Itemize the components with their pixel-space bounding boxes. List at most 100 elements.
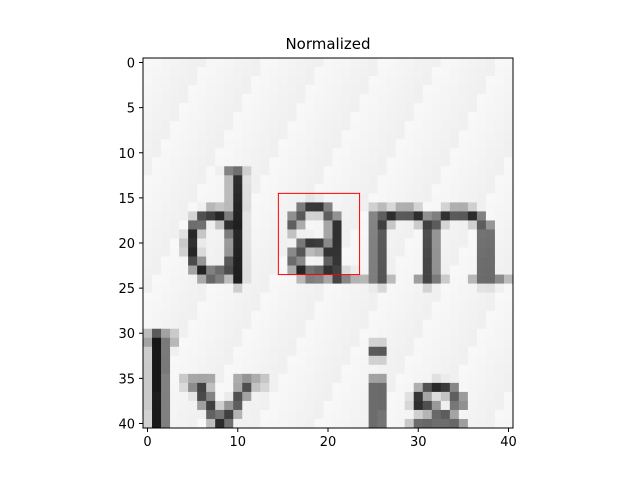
heatmap-cell [494,130,505,140]
heatmap-cell [260,373,270,384]
heatmap-cell [332,76,342,86]
heatmap-cell [467,58,478,68]
heatmap-cell [278,274,288,284]
heatmap-cell [476,76,487,86]
heatmap-cell [287,238,297,248]
heatmap-cell [143,103,153,113]
heatmap-cell [476,112,487,122]
heatmap-cell [386,418,396,428]
heatmap-cell [161,76,171,86]
heatmap-cell [332,382,342,393]
heatmap-cell [242,139,252,149]
heatmap-cell [449,337,460,348]
heatmap-cell [287,400,297,411]
heatmap-cell [233,274,243,284]
heatmap-cell [323,274,333,284]
heatmap-cell [278,175,288,185]
heatmap-cell [503,337,513,348]
heatmap-cell [161,382,171,393]
heatmap-cell [395,157,406,167]
heatmap-cell [251,175,261,185]
heatmap-cell [413,265,424,275]
heatmap-cell [305,202,315,212]
heatmap-cell [395,301,406,311]
heatmap-cell [170,220,180,230]
heatmap-cell [143,229,153,239]
heatmap-cell [341,67,351,77]
heatmap-cell [278,148,288,158]
heatmap-cell [368,229,378,239]
heatmap-cell [188,112,198,122]
heatmap-cell [413,193,424,203]
heatmap-cell [377,157,387,167]
heatmap-cell [395,274,406,284]
heatmap-cell [188,85,198,95]
heatmap-cell [476,409,487,420]
heatmap-cell [377,94,387,104]
heatmap-cell [206,67,216,77]
heatmap-cell [503,391,513,402]
heatmap-cell [251,130,261,140]
heatmap-cell [386,184,396,194]
heatmap-cell [305,76,315,86]
heatmap-cell [161,166,171,176]
heatmap-cell [377,166,387,176]
heatmap-cell [341,94,351,104]
heatmap-cell [197,139,207,149]
heatmap-cell [476,247,487,257]
heatmap-cell [467,202,478,212]
heatmap-cell [422,256,433,266]
heatmap-cell [260,292,270,302]
heatmap-cell [341,157,351,167]
heatmap-cell [431,148,442,158]
heatmap-cell [296,355,306,366]
heatmap-cell [377,247,387,257]
heatmap-cell [143,67,153,77]
heatmap-cell [278,193,288,203]
heatmap-cell [152,328,162,339]
heatmap-cell [161,229,171,239]
heatmap-cell [395,211,406,221]
heatmap-cell [251,256,261,266]
heatmap-cell [440,58,451,68]
heatmap-cell [332,238,342,248]
heatmap-cell [494,391,505,402]
heatmap-cell [305,319,315,330]
heatmap-cell [242,247,252,257]
heatmap-cell [215,265,225,275]
heatmap-cell [260,85,270,95]
heatmap-cell [152,157,162,167]
heatmap-cell [485,391,496,402]
heatmap-cell [440,373,451,384]
heatmap-cell [296,157,306,167]
heatmap-cell [368,193,378,203]
heatmap-cell [368,175,378,185]
heatmap-cell [395,319,406,330]
heatmap-cell [341,301,351,311]
heatmap-cell [476,58,487,68]
heatmap-cell [197,184,207,194]
heatmap-cell [503,166,513,176]
heatmap-cell [395,382,406,393]
heatmap-cell [404,139,415,149]
heatmap-cell [287,76,297,86]
heatmap-cell [305,382,315,393]
heatmap-cell [152,193,162,203]
heatmap-cell [296,382,306,393]
heatmap-cell [206,319,216,330]
heatmap-cell [179,274,189,284]
heatmap-cell [161,337,171,348]
heatmap-cell [332,58,342,68]
heatmap-cell [386,301,396,311]
heatmap-cell [197,364,207,375]
heatmap-cell [467,364,478,375]
heatmap-cell [143,382,153,393]
heatmap-cell [152,211,162,221]
heatmap-cell [431,337,442,348]
heatmap-cell [413,400,424,411]
heatmap-cell [503,229,513,239]
heatmap-cell [422,265,433,275]
heatmap-cell [278,85,288,95]
heatmap-cell [233,364,243,375]
heatmap-cell [467,211,478,221]
